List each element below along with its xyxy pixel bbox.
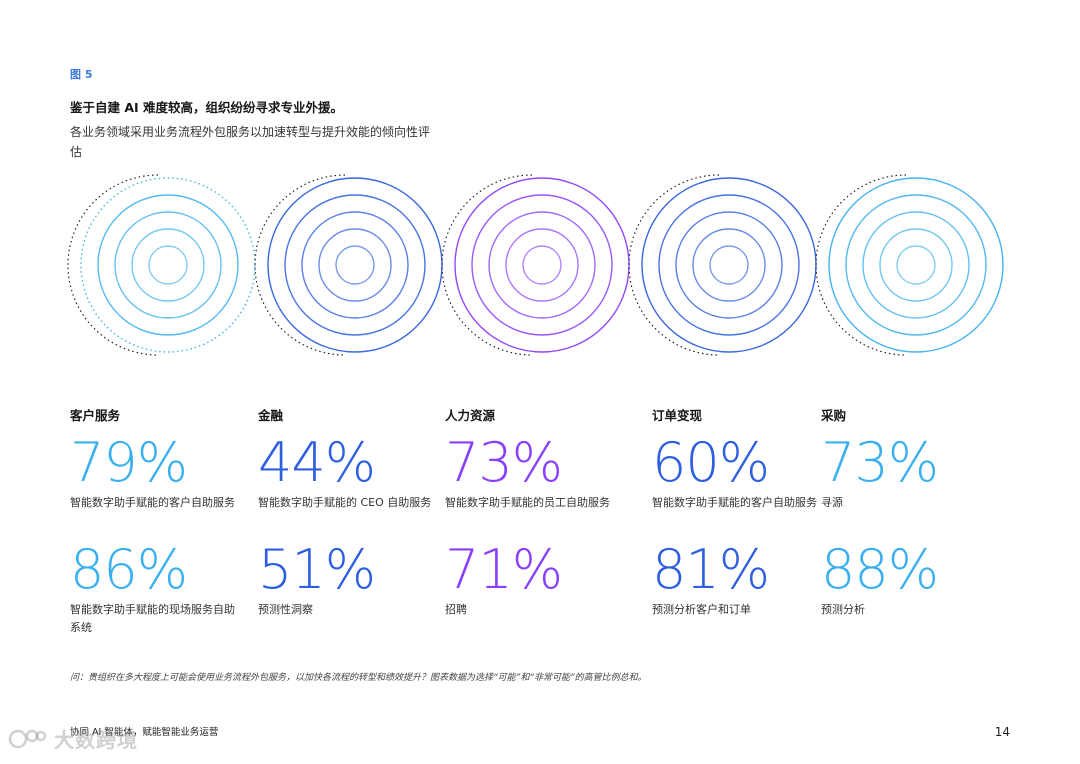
stat-block: 73% 智能数字助手赋能的员工自助服务	[445, 435, 620, 530]
stat-column: 人力资源 73% 智能数字助手赋能的员工自助服务 71% 招聘	[445, 405, 620, 637]
column-title: 订单变现	[652, 408, 703, 423]
stat-value: 88%	[821, 538, 939, 601]
stat-description: 招聘	[445, 603, 467, 616]
column-title: 人力资源	[445, 408, 496, 423]
stat-value: 73%	[445, 431, 563, 494]
stat-column: 客户服务 79% 智能数字助手赋能的客户自助服务 86% 智能数字助手赋能的现场服务自助…	[70, 405, 245, 637]
figure-subtitle: 各业务领域采用业务流程外包服务以加速转型与提升效能的倾向性评估	[70, 125, 431, 159]
ring-circle	[318, 228, 392, 302]
figure-title: 鉴于自建 AI 难度较高，组织纷纷寻求专业外援。	[70, 100, 344, 115]
dotted-arc	[441, 174, 533, 356]
ring-circle	[97, 194, 239, 336]
figure-label: 图 5	[70, 68, 93, 81]
stat-description: 智能数字助手赋能的客户自助服务	[70, 496, 235, 509]
ring-circle	[471, 194, 613, 336]
ring-circle	[879, 228, 953, 302]
stat-block: 51% 预测性洞察	[258, 542, 433, 637]
stat-block: 79% 智能数字助手赋能的客户自助服务	[70, 435, 245, 530]
ring-circle	[148, 245, 188, 285]
stat-description: 智能数字助手赋能的客户自助服务	[652, 496, 817, 509]
watermark: 大数跨境	[8, 724, 138, 753]
ring-circle	[267, 177, 443, 353]
dotted-arc	[67, 174, 159, 356]
stat-value: 60%	[652, 431, 770, 494]
ring-circle	[114, 211, 222, 319]
stat-column: 采购 73% 寻源 88% 预测分析	[821, 405, 996, 637]
ring-circle	[828, 177, 1004, 353]
stat-description: 预测分析	[821, 603, 865, 616]
stat-block: 86% 智能数字助手赋能的现场服务自助系统	[70, 542, 245, 637]
stat-column: 订单变现 60% 智能数字助手赋能的客户自助服务 81% 预测分析客户和订单	[652, 405, 827, 637]
stat-column: 金融 44% 智能数字助手赋能的 CEO 自助服务 51% 预测性洞察	[258, 405, 433, 637]
stat-description: 预测性洞察	[258, 603, 313, 616]
column-title: 金融	[258, 408, 284, 423]
interlocking-rings-illustration	[67, 174, 1004, 356]
stat-block: 71% 招聘	[445, 542, 620, 637]
stat-block: 73% 寻源	[821, 435, 996, 530]
watermark-logo-icon	[8, 729, 47, 748]
dotted-arc	[815, 174, 907, 356]
ring-circle	[641, 177, 817, 353]
watermark-text: 大数跨境	[54, 728, 138, 752]
stat-description: 智能数字助手赋能的现场服务自助系统	[70, 603, 235, 634]
stat-block: 88% 预测分析	[821, 542, 996, 637]
ring-circle	[675, 211, 783, 319]
stat-description: 智能数字助手赋能的员工自助服务	[445, 496, 610, 509]
stat-block: 44% 智能数字助手赋能的 CEO 自助服务	[258, 435, 433, 530]
ring-circle	[488, 211, 596, 319]
ring-circle	[131, 228, 205, 302]
footnote: 问：贵组织在多大程度上可能会使用业务流程外包服务，以加快各流程的转型和绩效提升？…	[70, 673, 647, 683]
ring-circle	[658, 194, 800, 336]
stat-value: 44%	[258, 431, 376, 494]
ring-circle	[80, 177, 256, 353]
ring-circle	[896, 245, 936, 285]
stat-value: 71%	[445, 538, 563, 601]
stat-value: 86%	[70, 538, 188, 601]
stat-value: 51%	[258, 538, 376, 601]
ring-circle	[709, 245, 749, 285]
dotted-arc	[254, 174, 346, 356]
stat-description: 预测分析客户和订单	[652, 603, 751, 616]
dotted-arc	[628, 174, 720, 356]
ring-circle	[845, 194, 987, 336]
stat-description: 寻源	[821, 496, 843, 509]
ring-circle	[284, 194, 426, 336]
ring-circle	[454, 177, 630, 353]
column-title: 客户服务	[70, 408, 121, 423]
ring-circle	[692, 228, 766, 302]
stat-block: 60% 智能数字助手赋能的客户自助服务	[652, 435, 827, 530]
column-title: 采购	[821, 408, 847, 423]
stat-value: 79%	[70, 431, 188, 494]
stat-block: 81% 预测分析客户和订单	[652, 542, 827, 637]
ring-circle	[522, 245, 562, 285]
footer-text: 协同 AI 智能体，赋能智能业务运营	[70, 727, 219, 738]
stat-value: 73%	[821, 431, 939, 494]
stat-description: 智能数字助手赋能的 CEO 自助服务	[258, 496, 432, 509]
ring-circle	[505, 228, 579, 302]
ring-circle	[301, 211, 409, 319]
page-number: 14	[994, 725, 1010, 739]
ring-circle	[335, 245, 375, 285]
stat-value: 81%	[652, 538, 770, 601]
ring-circle	[862, 211, 970, 319]
